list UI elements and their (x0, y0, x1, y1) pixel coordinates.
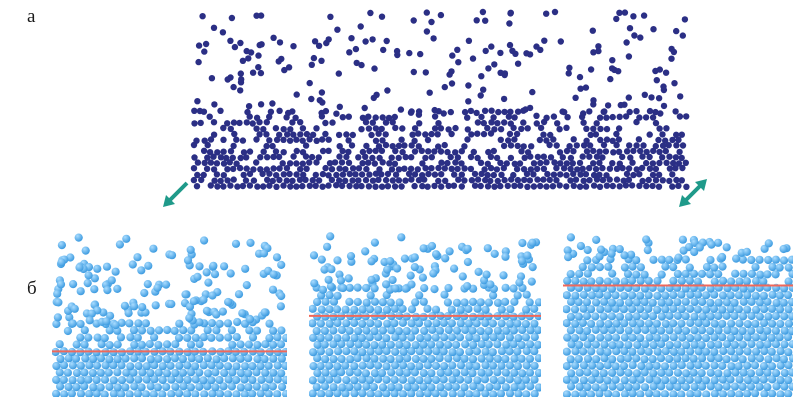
particle-panel-b-right (563, 233, 793, 397)
particle-panel-b-middle (309, 232, 541, 397)
particle-panel-a (190, 8, 690, 190)
arrow-down-left-icon (163, 181, 189, 207)
panel-label-a: а (27, 6, 36, 27)
particle-panel-b-left (52, 233, 287, 397)
panel-label-b: б (27, 278, 37, 299)
arrow-down-right-icon (679, 179, 707, 207)
